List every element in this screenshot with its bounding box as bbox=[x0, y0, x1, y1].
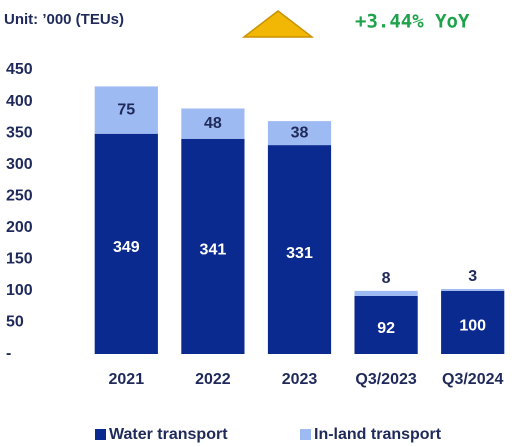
bar-segment bbox=[94, 86, 158, 134]
data-label: 38 bbox=[291, 124, 309, 141]
y-tick-label: 50 bbox=[6, 314, 24, 331]
x-tick-label: Q3/2024 bbox=[442, 371, 503, 388]
bar-segment bbox=[267, 121, 332, 146]
yoy-annotation: +3.44% YoY bbox=[355, 11, 470, 33]
y-tick-label: 200 bbox=[6, 219, 33, 236]
up-triangle bbox=[241, 10, 315, 38]
y-tick-label: 350 bbox=[6, 124, 33, 141]
y-tick-label: 100 bbox=[6, 282, 33, 299]
bar-segment bbox=[354, 295, 418, 354]
bar-segment bbox=[94, 133, 158, 354]
legend-swatch bbox=[95, 429, 106, 440]
y-tick-label: 400 bbox=[6, 93, 33, 110]
data-label: 75 bbox=[117, 101, 135, 118]
x-tick-label: 2023 bbox=[282, 371, 318, 388]
bar-segment bbox=[181, 108, 245, 139]
legend-swatch bbox=[300, 429, 311, 440]
data-label: 331 bbox=[286, 245, 313, 262]
bar-segment bbox=[441, 290, 505, 354]
data-label: 92 bbox=[377, 320, 395, 337]
data-label: 349 bbox=[113, 239, 140, 256]
y-tick-label: 450 bbox=[6, 61, 33, 78]
legend-label: In-land transport bbox=[314, 426, 442, 443]
data-label: 100 bbox=[459, 318, 486, 335]
x-tick-label: 2022 bbox=[195, 371, 231, 388]
chart-title: Unit: ’000 (TEUs) bbox=[4, 11, 124, 28]
y-tick-label: 250 bbox=[6, 187, 33, 204]
data-label: 8 bbox=[382, 270, 391, 287]
legend-label: Water transport bbox=[109, 426, 228, 443]
y-tick-label: 150 bbox=[6, 251, 33, 268]
data-label: 48 bbox=[204, 115, 222, 132]
data-label: 3 bbox=[468, 268, 477, 285]
y-tick-label: - bbox=[6, 345, 11, 362]
x-tick-label: Q3/2023 bbox=[355, 371, 416, 388]
bar-segment bbox=[267, 145, 332, 354]
x-tick-label: 2021 bbox=[109, 371, 145, 388]
data-label: 341 bbox=[200, 242, 227, 259]
y-tick-label: 300 bbox=[6, 156, 33, 173]
bar-segment bbox=[354, 290, 418, 296]
bar-segment bbox=[181, 138, 245, 354]
bar-segment bbox=[441, 288, 505, 291]
